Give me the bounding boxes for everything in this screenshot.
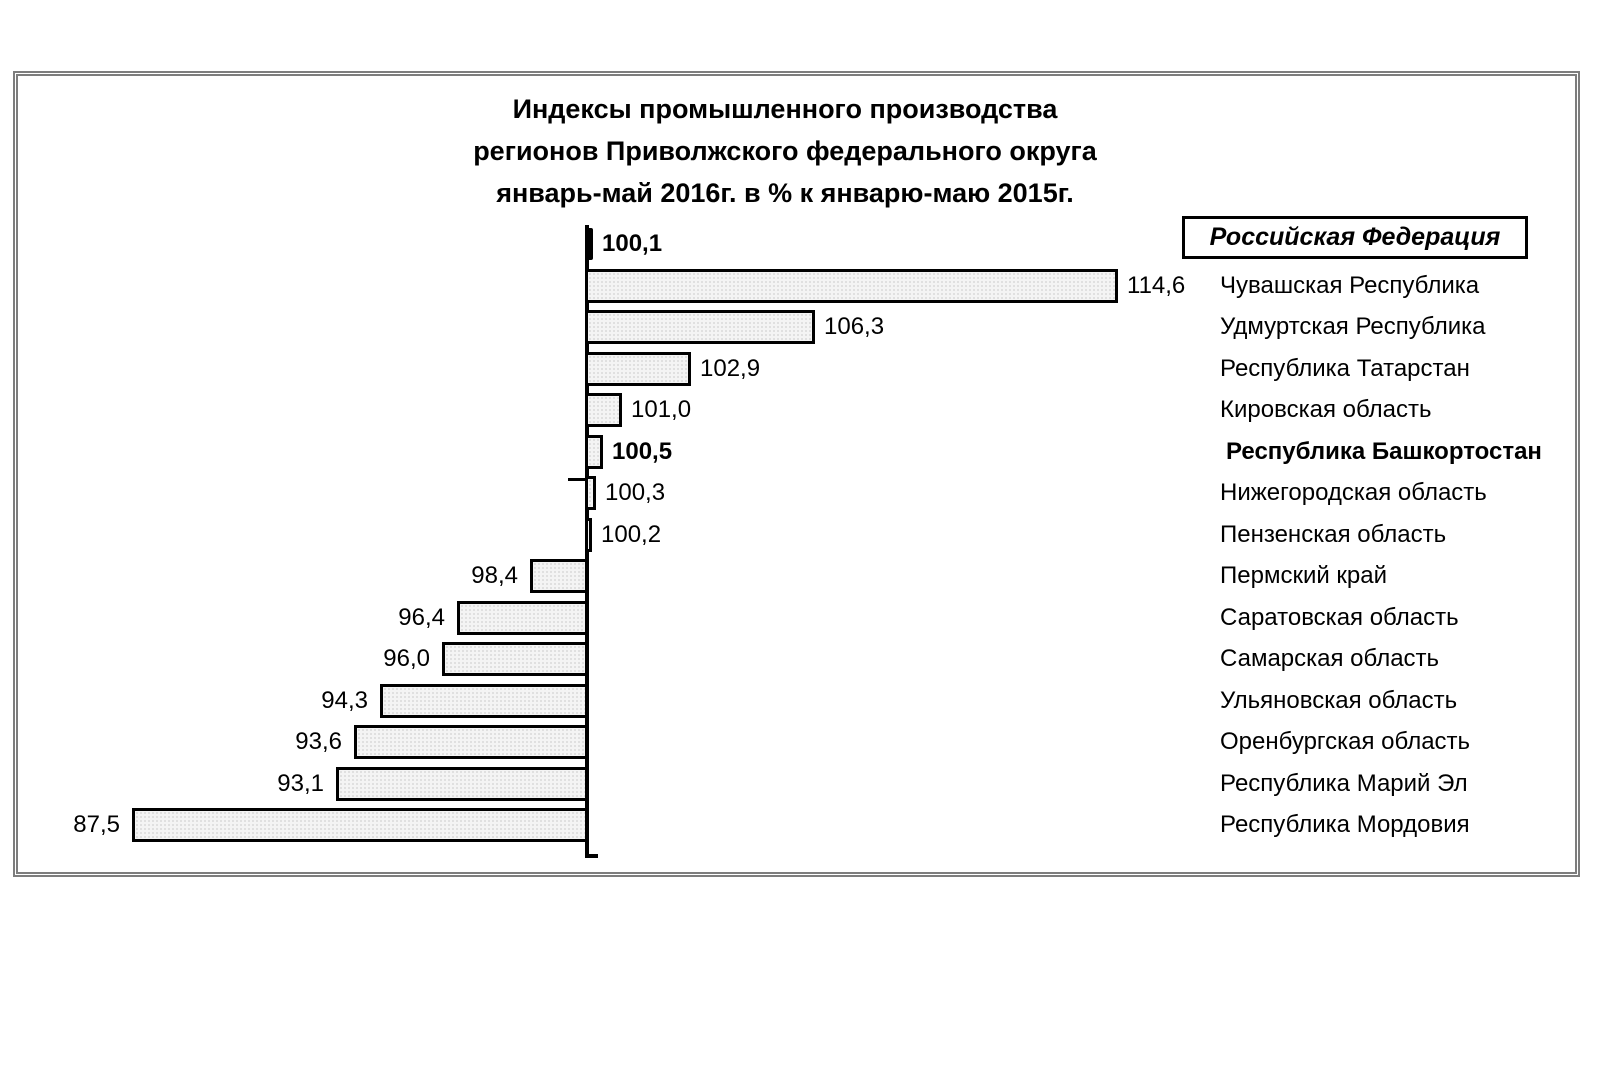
bar-value-label: 100,2 <box>601 521 662 548</box>
bar-9 <box>457 601 588 635</box>
region-label: Республика Татарстан <box>1220 355 1470 382</box>
bar-0 <box>585 228 593 260</box>
bar-2 <box>585 310 815 344</box>
bar-5 <box>585 435 603 469</box>
bar-1 <box>585 269 1118 303</box>
chart-frame <box>13 71 1580 877</box>
bar-value-label: 102,9 <box>700 355 761 382</box>
bar-6 <box>585 476 596 510</box>
chart-title-line-2: регионов Приволжского федерального округ… <box>473 136 1097 166</box>
region-label: Самарская область <box>1220 645 1440 672</box>
region-label: Республика Башкортостан <box>1226 438 1542 465</box>
bar-7 <box>585 518 592 552</box>
bar-10 <box>442 642 588 676</box>
chart-title-line-3: январь-май 2016г. в % к январю-маю 2015г… <box>496 178 1074 208</box>
bar-value-label: 96,0 <box>383 645 430 672</box>
axis-tick-bottom <box>587 854 598 858</box>
bar-8 <box>530 559 588 593</box>
chart-title-line-1: Индексы промышленного производства <box>512 94 1058 124</box>
bar-value-label: 114,6 <box>1127 272 1186 299</box>
bar-value-label: 101,0 <box>631 396 692 423</box>
region-label: Оренбургская область <box>1220 728 1471 755</box>
bar-13 <box>336 767 588 801</box>
region-label: Саратовская область <box>1220 604 1459 631</box>
bar-value-label: 94,3 <box>321 687 368 714</box>
bar-14 <box>132 808 588 842</box>
region-label: Пензенская область <box>1220 521 1447 548</box>
axis-tick-mid <box>568 478 585 481</box>
bar-value-label: 93,1 <box>277 770 324 797</box>
bar-value-label: 98,4 <box>471 562 518 589</box>
bar-4 <box>585 393 622 427</box>
rf-legend-label: Российская Федерация <box>1209 223 1501 251</box>
bar-11 <box>380 684 588 718</box>
bar-12 <box>354 725 588 759</box>
region-label: Республика Марий Эл <box>1220 770 1468 797</box>
region-label: Республика Мордовия <box>1220 811 1470 838</box>
bar-value-label: 96,4 <box>398 604 445 631</box>
bar-value-label: 100,1 <box>602 230 663 257</box>
bar-value-label: 93,6 <box>295 728 342 755</box>
bar-value-label: 100,5 <box>612 438 673 465</box>
chart-title: Индексы промышленного производства регио… <box>180 88 1390 214</box>
bar-value-label: 106,3 <box>824 313 885 340</box>
region-label: Ульяновская область <box>1220 687 1458 714</box>
region-label: Удмуртская Республика <box>1220 313 1486 340</box>
region-label: Кировская область <box>1220 396 1432 423</box>
region-label: Пермский край <box>1220 562 1388 589</box>
region-label: Чувашская Республика <box>1220 272 1480 299</box>
bar-value-label: 87,5 <box>73 811 120 838</box>
bar-3 <box>585 352 691 386</box>
bar-value-label: 100,3 <box>605 479 666 506</box>
region-label: Нижегородская область <box>1220 479 1487 506</box>
rf-legend-box: Российская Федерация <box>1182 216 1528 259</box>
